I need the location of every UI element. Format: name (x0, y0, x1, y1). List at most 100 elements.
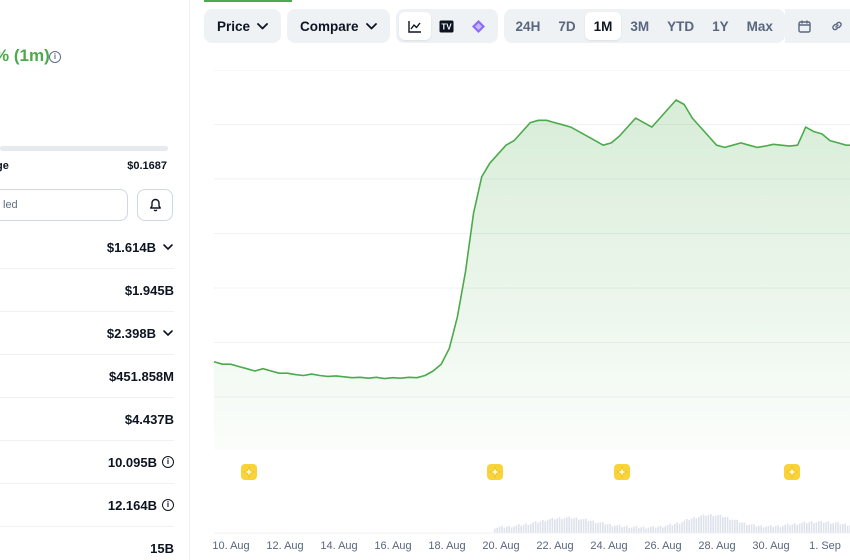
volume-bar (611, 526, 614, 533)
tradingview-icon[interactable]: TV (431, 12, 463, 40)
range-7d-button[interactable]: 7D (558, 18, 576, 34)
diamond-icon[interactable] (463, 12, 495, 40)
volume-bar (674, 523, 676, 533)
volume-bar (614, 525, 616, 533)
event-marker-icon[interactable] (783, 463, 801, 481)
volume-bar (520, 525, 522, 533)
info-icon[interactable]: i (162, 499, 174, 511)
x-axis-tick: 26. Aug (644, 540, 682, 552)
link-icon[interactable] (821, 12, 850, 40)
volume-bar (582, 519, 585, 533)
range-24h-button[interactable]: 24H (515, 18, 541, 34)
info-icon[interactable]: i (49, 51, 61, 63)
volume-bar (784, 524, 786, 533)
volume-bar (808, 522, 810, 533)
stat-row[interactable]: $2.398B (0, 312, 174, 355)
range-ytd-button[interactable]: YTD (667, 18, 695, 34)
volume-bar (650, 526, 652, 533)
volume-bar (635, 526, 638, 533)
event-marker-icon[interactable] (240, 463, 258, 481)
volume-bar (690, 518, 693, 533)
volume-bar (707, 514, 710, 533)
volume-bar (503, 527, 506, 533)
line-chart-icon[interactable] (398, 12, 431, 40)
volume-bar (556, 518, 558, 533)
volume-bar (578, 519, 580, 533)
volume-bar (724, 517, 726, 533)
range-1y-button[interactable]: 1Y (712, 18, 729, 34)
price-dropdown[interactable]: Price (207, 12, 278, 40)
volume-bar (815, 522, 818, 533)
x-axis-tick: 28. Aug (698, 540, 736, 552)
range-1m-button[interactable]: 1M (584, 12, 622, 40)
stat-row[interactable]: $1.614B (0, 226, 174, 269)
volume-bar (801, 522, 803, 533)
volume-bar (654, 527, 657, 533)
volume-bar (640, 527, 642, 533)
volume-bar (573, 518, 575, 533)
volume-bar (789, 525, 791, 533)
volume-bar (652, 525, 654, 533)
volume-bar (515, 525, 518, 533)
range-max-button[interactable]: Max (746, 18, 773, 34)
chevron-down-icon[interactable] (162, 327, 174, 339)
chart-toolbar: Price Compare TV 24H 7D 1M 3M YTD 1Y Max (204, 8, 850, 44)
volume-bar (753, 524, 755, 533)
x-axis-tick: 22. Aug (536, 540, 574, 552)
volume-bar (779, 526, 782, 533)
volume-bar (806, 523, 808, 533)
volume-bar (758, 525, 760, 533)
volume-bar (549, 519, 551, 533)
volume-bar (774, 526, 777, 533)
range-3m-button[interactable]: 3M (630, 18, 650, 34)
compare-dropdown[interactable]: Compare (290, 12, 387, 40)
volume-bar (518, 524, 520, 533)
volume-bar (700, 515, 702, 533)
bell-icon[interactable] (137, 189, 173, 221)
price-alert-input[interactable]: led (0, 189, 128, 221)
price-change-1m: % (1m) (0, 46, 50, 65)
x-axis-tick: 10. Aug (212, 540, 250, 552)
volume-bar (542, 520, 544, 533)
volume-bar (597, 522, 599, 533)
volume-bar (501, 525, 503, 533)
volume-bar (662, 527, 664, 533)
volume-bar (786, 523, 789, 533)
volume-bar (830, 523, 832, 533)
volume-bar (604, 524, 606, 533)
volume-bar (623, 526, 626, 533)
volume-bar (794, 523, 796, 533)
x-axis-tick: 12. Aug (266, 540, 304, 552)
chevron-down-icon[interactable] (162, 241, 174, 253)
volume-bar (537, 522, 539, 533)
calendar-icon[interactable] (789, 12, 821, 40)
x-axis-tick: 24. Aug (590, 540, 628, 552)
event-marker-icon[interactable] (613, 463, 631, 481)
volume-bar (676, 522, 678, 533)
stat-row: $4.437B (0, 398, 174, 441)
volume-bar (803, 521, 806, 533)
volume-bar (554, 519, 556, 533)
volume-bar (760, 525, 762, 533)
stat-value: $4.437B (124, 411, 174, 427)
event-marker-icon[interactable] (486, 463, 504, 481)
price-chart[interactable]: 10. Aug 12. Aug 14. Aug 16. Aug 18. Aug 20. A… (212, 70, 850, 560)
info-icon[interactable]: i (162, 456, 174, 468)
volume-bar (729, 519, 731, 533)
volume-bar (546, 520, 549, 533)
volume-bar (839, 524, 842, 533)
volume-bar (741, 522, 743, 533)
volume-bar (580, 519, 582, 533)
stat-row: 10.095B i (0, 441, 174, 484)
volume-bar (539, 521, 542, 533)
volume-bar (822, 522, 825, 533)
volume-bar (626, 525, 628, 533)
x-axis-tick: 14. Aug (320, 540, 358, 552)
volume-bar (698, 516, 700, 533)
volume-bar (510, 527, 513, 533)
volume-bar (566, 517, 568, 533)
volume-bar (827, 521, 830, 533)
stat-value: 10.095B (107, 454, 157, 470)
stat-value: 12.164B (107, 497, 157, 513)
chevron-down-icon (257, 22, 268, 29)
